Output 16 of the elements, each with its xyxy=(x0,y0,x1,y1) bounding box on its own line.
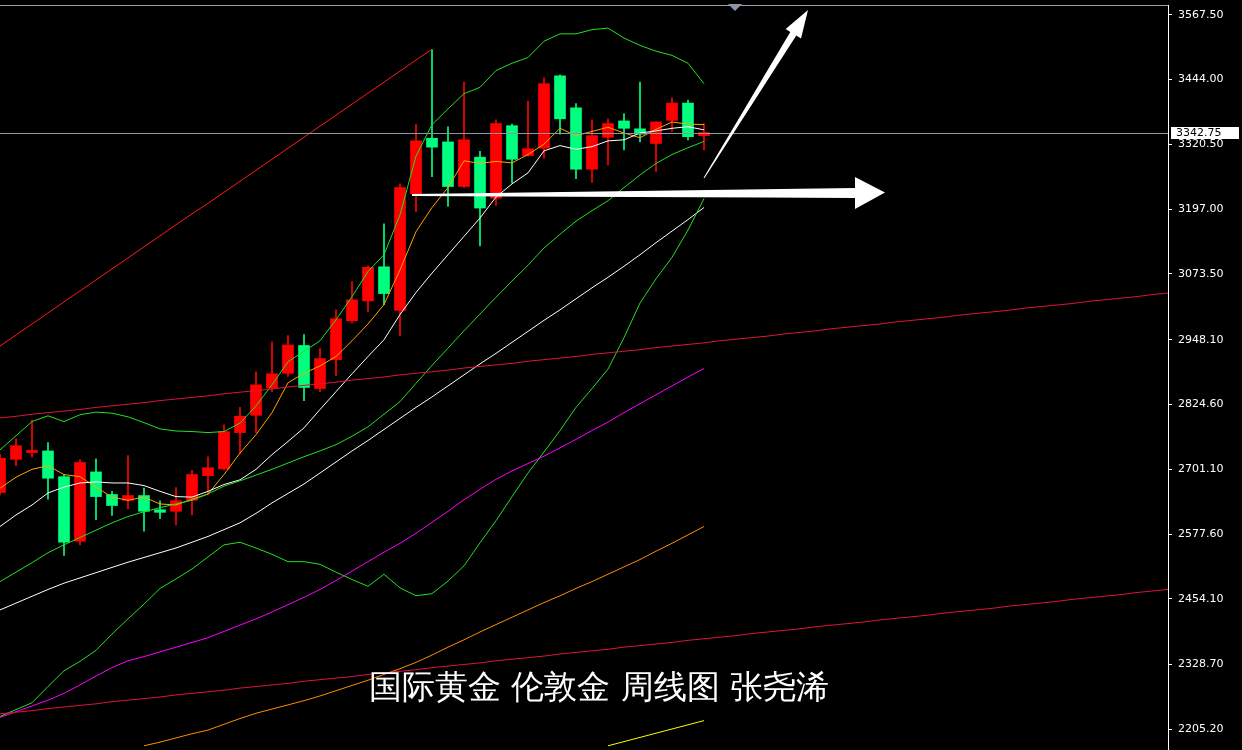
ref-line-label: 3342.75 xyxy=(1176,126,1222,140)
y-tick-label: 3073.50 xyxy=(1178,266,1224,280)
y-tick-label: 2328.70 xyxy=(1178,657,1224,671)
y-tick-label: 2948.10 xyxy=(1178,332,1224,346)
y-tick-label: 2577.60 xyxy=(1178,526,1224,540)
y-tick-label: 2701.10 xyxy=(1178,462,1224,476)
y-tick-label: 3320.50 xyxy=(1178,137,1224,151)
text: 国际黄金 伦敦金 周线图 张尧浠 xyxy=(368,666,830,708)
y-tick-label: 2205.20 xyxy=(1178,722,1224,736)
y-tick-label: 2454.10 xyxy=(1178,591,1224,605)
y-tick-label: 2824.60 xyxy=(1178,397,1224,411)
y-tick-label: 3444.00 xyxy=(1178,72,1224,86)
candlestick xyxy=(26,419,38,458)
y-tick-label: 3197.00 xyxy=(1178,201,1224,215)
candlestick xyxy=(426,49,438,177)
y-tick-label: 3567.50 xyxy=(1178,7,1224,21)
